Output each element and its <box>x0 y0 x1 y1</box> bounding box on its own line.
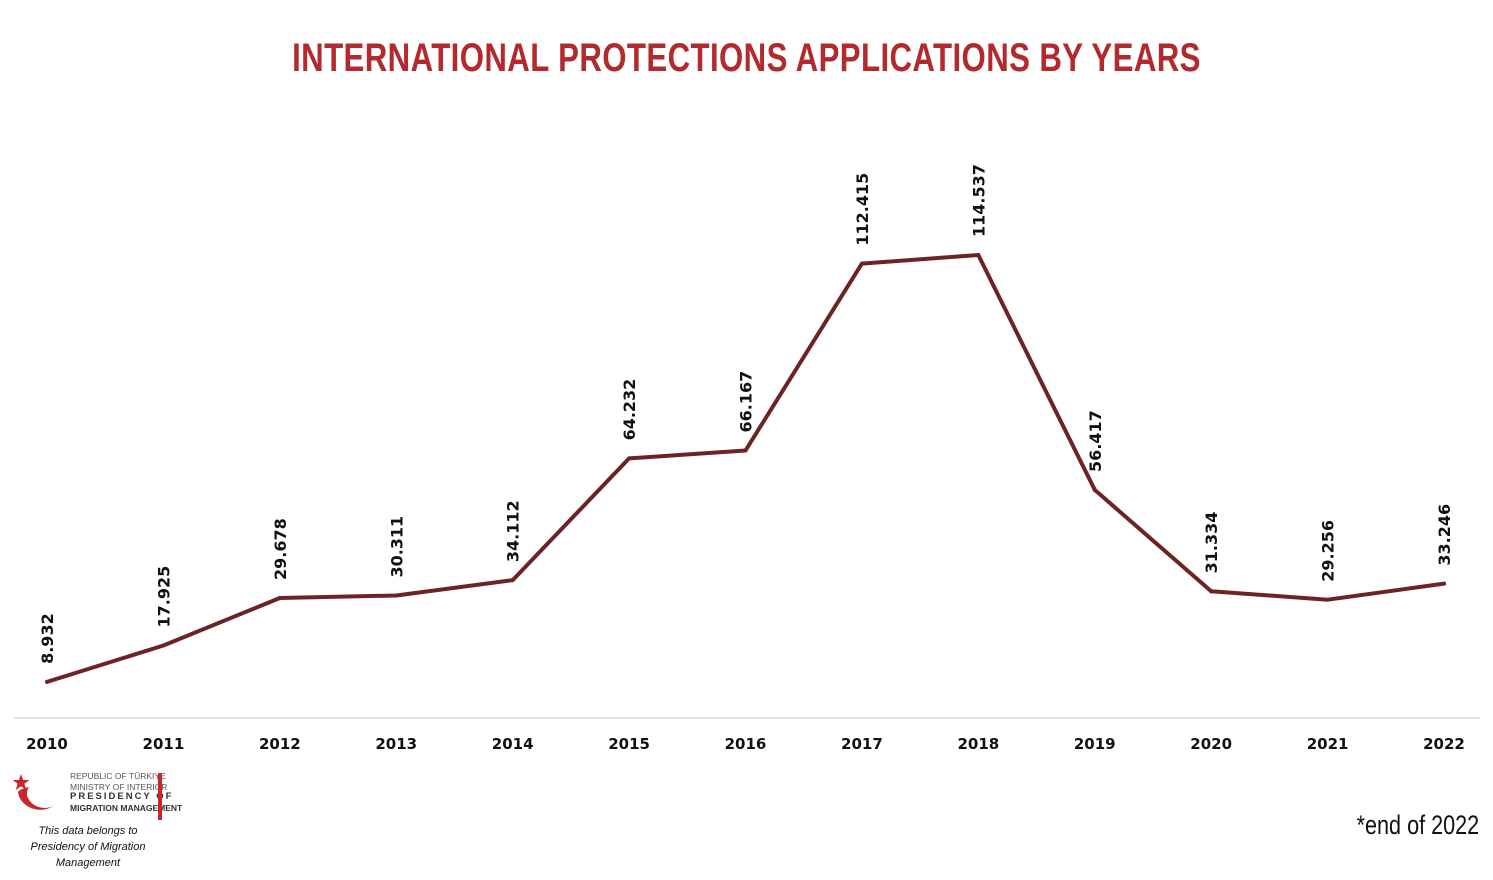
data-point <box>45 679 49 684</box>
logo-accent-bar <box>158 773 162 820</box>
ministry-logo: REPUBLIC OF TÜRKIYE MINISTRY OF INTERIOR… <box>12 768 182 820</box>
logo-line-3: PRESIDENCY OF <box>70 791 174 802</box>
data-label: 31.334 <box>1202 512 1221 574</box>
data-point <box>627 456 632 461</box>
data-point <box>510 578 515 583</box>
data-label: 30.311 <box>387 516 406 578</box>
x-tick-label: 2021 <box>1307 735 1349 753</box>
chart-title: INTERNATIONAL PROTECTIONS APPLICATIONS B… <box>292 36 1201 80</box>
x-tick-label: 2015 <box>608 735 650 753</box>
x-tick-label: 2014 <box>492 735 534 753</box>
data-point <box>394 593 399 598</box>
x-tick-label: 2018 <box>957 735 999 753</box>
data-point <box>1209 589 1214 594</box>
data-label: 8.932 <box>38 613 57 664</box>
logo-line-1: REPUBLIC OF TÜRKIYE <box>70 771 166 781</box>
data-label: 29.678 <box>271 518 290 580</box>
data-label: 64.232 <box>620 379 639 441</box>
data-label: 17.925 <box>154 566 173 628</box>
credit-line-2: Presidency of Migration Management <box>30 841 146 869</box>
x-tick-label: 2011 <box>143 735 185 753</box>
x-tick-label: 2017 <box>841 735 883 753</box>
x-tick-label: 2010 <box>26 735 68 753</box>
data-label: 112.415 <box>853 173 872 246</box>
data-label: 56.417 <box>1086 410 1105 472</box>
data-point <box>743 448 748 453</box>
series-line <box>45 253 1446 684</box>
x-tick-label: 2022 <box>1423 735 1465 753</box>
credit-line-1: This data belongs to <box>38 825 138 837</box>
data-label: 29.256 <box>1319 520 1338 582</box>
data-point <box>277 596 282 601</box>
data-point <box>1442 581 1446 586</box>
data-label: 33.246 <box>1435 504 1454 566</box>
x-tick-label: 2012 <box>259 735 301 753</box>
data-label: 114.537 <box>969 164 988 237</box>
data-label: 34.112 <box>504 500 523 562</box>
x-tick-label: 2013 <box>375 735 417 753</box>
data-credit: This data belongs to Presidency of Migra… <box>0 823 176 871</box>
data-point <box>859 261 864 266</box>
data-point <box>976 253 981 258</box>
logo-line-4: MIGRATION MANAGEMENT <box>70 802 183 813</box>
star-icon <box>12 774 30 790</box>
crescent-star-icon <box>12 774 56 810</box>
data-point <box>161 643 166 648</box>
data-point <box>1325 597 1330 602</box>
x-tick-label: 2020 <box>1190 735 1232 753</box>
footnote: *end of 2022 <box>1356 810 1479 840</box>
data-label: 66.167 <box>737 371 756 433</box>
x-tick-label: 2019 <box>1074 735 1116 753</box>
x-tick-label: 2016 <box>725 735 767 753</box>
data-point <box>1092 487 1097 492</box>
logo-line-2: MINISTRY OF INTERIOR <box>70 781 168 792</box>
crescent-icon <box>18 787 56 810</box>
